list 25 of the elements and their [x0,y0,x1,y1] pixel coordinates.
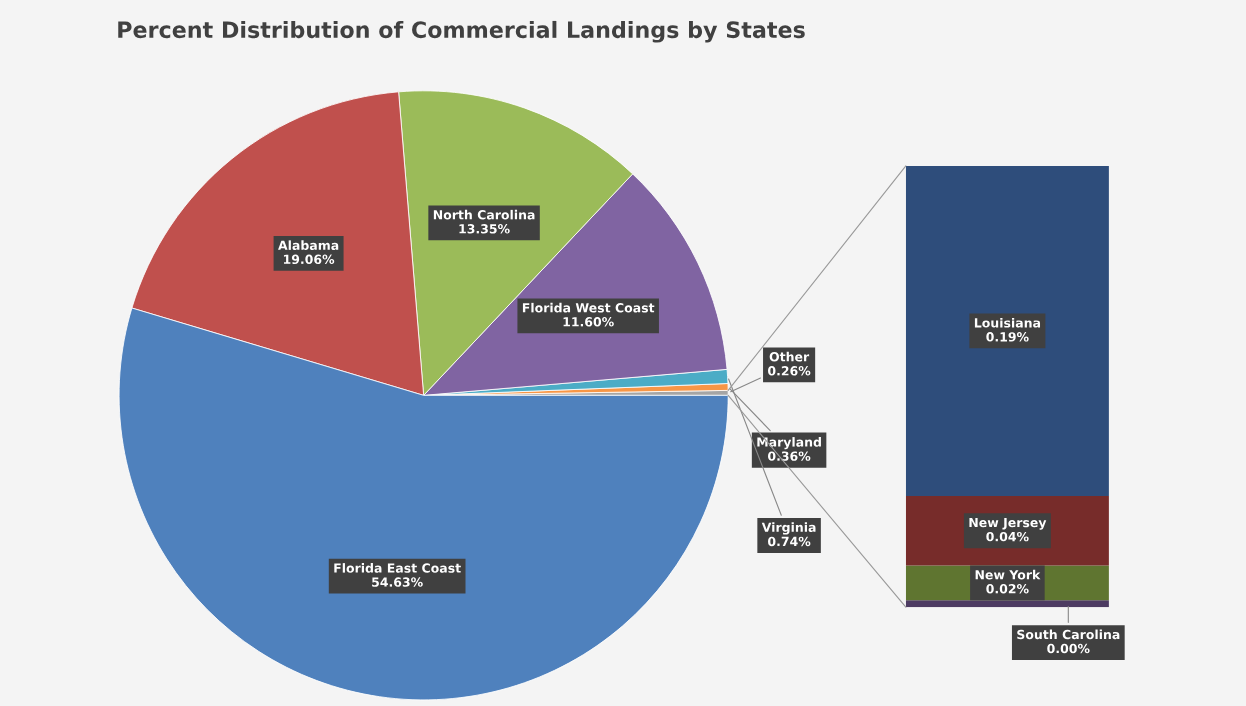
data-label: 0.19% [986,332,1029,342]
data-label: 0.36% [768,451,811,461]
data-label: 11.60% [563,317,614,327]
data-label: 13.35% [459,224,510,234]
series-label: Louisiana [974,317,1041,328]
data-label: 0.02% [986,584,1029,594]
slice-label: Maryland [757,437,821,450]
series-label: South Carolina [1017,629,1120,640]
data-label: 0.26% [768,366,811,376]
chart-title: Percent Distribution of Commercial Landings by States [118,20,805,43]
bar [905,165,1109,496]
data-label: 0.00% [1047,643,1090,654]
series-label: New York [975,569,1041,580]
slice-label: Other [769,351,810,362]
data-label: 0.04% [986,531,1029,542]
data-label: 0.74% [768,536,811,547]
series-label: New Jersey [969,517,1047,530]
slice-label: Virginia [761,522,816,535]
data-label: 19.06% [283,254,335,265]
bar [905,600,1109,608]
slice-label: Alabama [278,240,339,251]
slice-label: North Carolina [433,209,535,220]
slice-label: Florida East Coast [334,563,461,573]
data-label: 54.63% [372,577,423,587]
slice-label: Florida West Coast [522,302,655,313]
